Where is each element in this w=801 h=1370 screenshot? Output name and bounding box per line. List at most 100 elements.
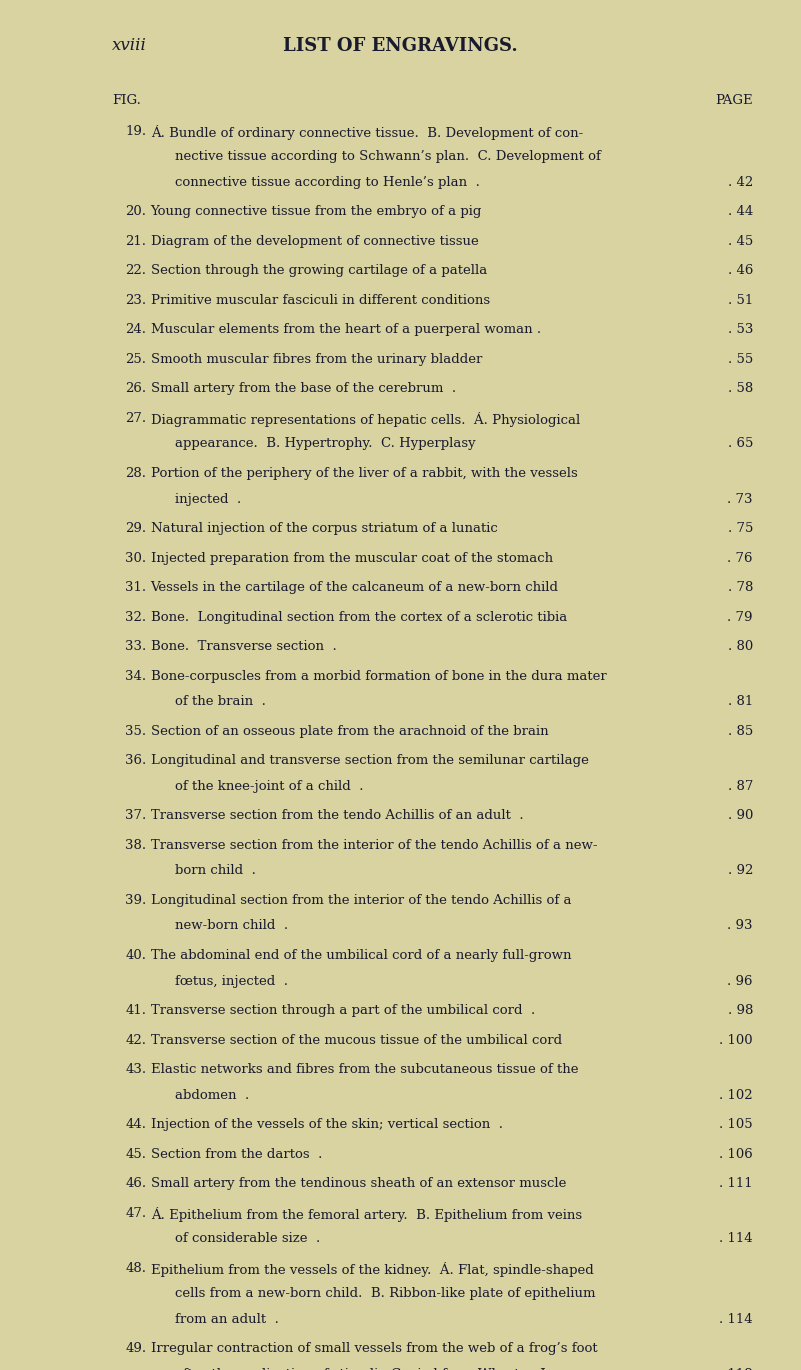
Text: Section through the growing cartilage of a patella: Section through the growing cartilage of…	[151, 264, 487, 277]
Text: Injection of the vessels of the skin; vertical section  .: Injection of the vessels of the skin; ve…	[151, 1118, 502, 1132]
Text: 37.: 37.	[125, 810, 147, 822]
Text: Section from the dartos  .: Section from the dartos .	[151, 1148, 322, 1160]
Text: 36.: 36.	[125, 755, 147, 767]
Text: Á. Epithelium from the femoral artery.  B. Epithelium from veins: Á. Epithelium from the femoral artery. B…	[151, 1207, 582, 1222]
Text: . 102: . 102	[719, 1089, 753, 1101]
Text: . 80: . 80	[727, 640, 753, 653]
Text: connective tissue according to Henle’s plan  .: connective tissue according to Henle’s p…	[175, 175, 480, 189]
Text: . 85: . 85	[727, 725, 753, 737]
Text: . 76: . 76	[727, 552, 753, 564]
Text: Injected preparation from the muscular coat of the stomach: Injected preparation from the muscular c…	[151, 552, 553, 564]
Text: 22.: 22.	[126, 264, 147, 277]
Text: born child  .: born child .	[175, 864, 256, 877]
Text: xviii: xviii	[112, 37, 147, 53]
Text: Transverse section through a part of the umbilical cord  .: Transverse section through a part of the…	[151, 1004, 535, 1017]
Text: 21.: 21.	[126, 234, 147, 248]
Text: 39.: 39.	[125, 893, 147, 907]
Text: Transverse section of the mucous tissue of the umbilical cord: Transverse section of the mucous tissue …	[151, 1033, 562, 1047]
Text: Irregular contraction of small vessels from the web of a frog’s foot: Irregular contraction of small vessels f…	[151, 1343, 598, 1355]
Text: Bone.  Transverse section  .: Bone. Transverse section .	[151, 640, 336, 653]
Text: 19.: 19.	[126, 125, 147, 137]
Text: The abdominal end of the umbilical cord of a nearly full-grown: The abdominal end of the umbilical cord …	[151, 949, 571, 962]
Text: 25.: 25.	[126, 353, 147, 366]
Text: Small artery from the tendinous sheath of an extensor muscle: Small artery from the tendinous sheath o…	[151, 1177, 566, 1191]
Text: 27.: 27.	[126, 412, 147, 425]
Text: 40.: 40.	[126, 949, 147, 962]
Text: 26.: 26.	[126, 382, 147, 396]
Text: Bone.  Longitudinal section from the cortex of a sclerotic tibia: Bone. Longitudinal section from the cort…	[151, 611, 567, 623]
Text: 47.: 47.	[126, 1207, 147, 1219]
Text: 20.: 20.	[126, 206, 147, 218]
Text: . 46: . 46	[727, 264, 753, 277]
Text: Section of an osseous plate from the arachnoid of the brain: Section of an osseous plate from the ara…	[151, 725, 548, 737]
Text: 49.: 49.	[126, 1343, 147, 1355]
Text: . 79: . 79	[727, 611, 753, 623]
Text: . 98: . 98	[727, 1004, 753, 1017]
Text: 32.: 32.	[126, 611, 147, 623]
Text: abdomen  .: abdomen .	[175, 1089, 249, 1101]
Text: FIG.: FIG.	[112, 95, 141, 107]
Text: 33.: 33.	[125, 640, 147, 653]
Text: Transverse section from the interior of the tendo Achillis of a new-: Transverse section from the interior of …	[151, 838, 597, 852]
Text: . 96: . 96	[727, 974, 753, 988]
Text: Natural injection of the corpus striatum of a lunatic: Natural injection of the corpus striatum…	[151, 522, 497, 536]
Text: . 73: . 73	[727, 493, 753, 506]
Text: 45.: 45.	[126, 1148, 147, 1160]
Text: 23.: 23.	[126, 293, 147, 307]
Text: new-born child  .: new-born child .	[175, 919, 288, 933]
Text: of considerable size  .: of considerable size .	[175, 1232, 320, 1245]
Text: . 106: . 106	[719, 1148, 753, 1160]
Text: LIST OF ENGRAVINGS.: LIST OF ENGRAVINGS.	[283, 37, 518, 55]
Text: . 114: . 114	[719, 1312, 753, 1326]
Text: . 44: . 44	[727, 206, 753, 218]
Text: 48.: 48.	[126, 1262, 147, 1275]
Text: Epithelium from the vessels of the kidney.  Á. Flat, spindle-shaped: Epithelium from the vessels of the kidne…	[151, 1262, 594, 1277]
Text: . 100: . 100	[719, 1033, 753, 1047]
Text: . 53: . 53	[727, 323, 753, 336]
Text: Smooth muscular fibres from the urinary bladder: Smooth muscular fibres from the urinary …	[151, 353, 482, 366]
Text: 41.: 41.	[126, 1004, 147, 1017]
Text: of the knee-joint of a child  .: of the knee-joint of a child .	[175, 780, 363, 793]
Text: PAGE: PAGE	[715, 95, 753, 107]
Text: . 105: . 105	[719, 1118, 753, 1132]
Text: . 93: . 93	[727, 919, 753, 933]
Text: injected  .: injected .	[175, 493, 241, 506]
Text: . 92: . 92	[727, 864, 753, 877]
Text: . 111: . 111	[719, 1177, 753, 1191]
Text: Muscular elements from the heart of a puerperal woman .: Muscular elements from the heart of a pu…	[151, 323, 541, 336]
Text: . 55: . 55	[727, 353, 753, 366]
Text: Elastic networks and fibres from the subcutaneous tissue of the: Elastic networks and fibres from the sub…	[151, 1063, 578, 1075]
Text: 24.: 24.	[126, 323, 147, 336]
Text: cells from a new-born child.  B. Ribbon-like plate of epithelium: cells from a new-born child. B. Ribbon-l…	[175, 1288, 595, 1300]
Text: Small artery from the base of the cerebrum  .: Small artery from the base of the cerebr…	[151, 382, 456, 396]
Text: 46.: 46.	[126, 1177, 147, 1191]
Text: Longitudinal section from the interior of the tendo Achillis of a: Longitudinal section from the interior o…	[151, 893, 571, 907]
Text: 29.: 29.	[126, 522, 147, 536]
Text: . 65: . 65	[727, 437, 753, 451]
Text: . 42: . 42	[727, 175, 753, 189]
Text: . 114: . 114	[719, 1232, 753, 1245]
Text: 38.: 38.	[126, 838, 147, 852]
Text: from an adult  .: from an adult .	[175, 1312, 279, 1326]
Text: 31.: 31.	[126, 581, 147, 595]
Text: fœtus, injected  .: fœtus, injected .	[175, 974, 288, 988]
Text: after the application of stimuli.  Copied from Wharton Jones: after the application of stimuli. Copied…	[175, 1369, 576, 1370]
Text: . 51: . 51	[727, 293, 753, 307]
Text: Young connective tissue from the embryo of a pig: Young connective tissue from the embryo …	[151, 206, 482, 218]
Text: . 118: . 118	[719, 1369, 753, 1370]
Text: . 45: . 45	[727, 234, 753, 248]
Text: 34.: 34.	[126, 670, 147, 682]
Text: . 87: . 87	[727, 780, 753, 793]
Text: 44.: 44.	[126, 1118, 147, 1132]
Text: 28.: 28.	[126, 467, 147, 479]
Text: . 78: . 78	[727, 581, 753, 595]
Text: . 90: . 90	[727, 810, 753, 822]
Text: 30.: 30.	[126, 552, 147, 564]
Text: 43.: 43.	[126, 1063, 147, 1075]
Text: . 81: . 81	[727, 695, 753, 708]
Text: . 58: . 58	[727, 382, 753, 396]
Text: Transverse section from the tendo Achillis of an adult  .: Transverse section from the tendo Achill…	[151, 810, 523, 822]
Text: Primitive muscular fasciculi in different conditions: Primitive muscular fasciculi in differen…	[151, 293, 489, 307]
Text: Portion of the periphery of the liver of a rabbit, with the vessels: Portion of the periphery of the liver of…	[151, 467, 578, 479]
Text: 42.: 42.	[126, 1033, 147, 1047]
